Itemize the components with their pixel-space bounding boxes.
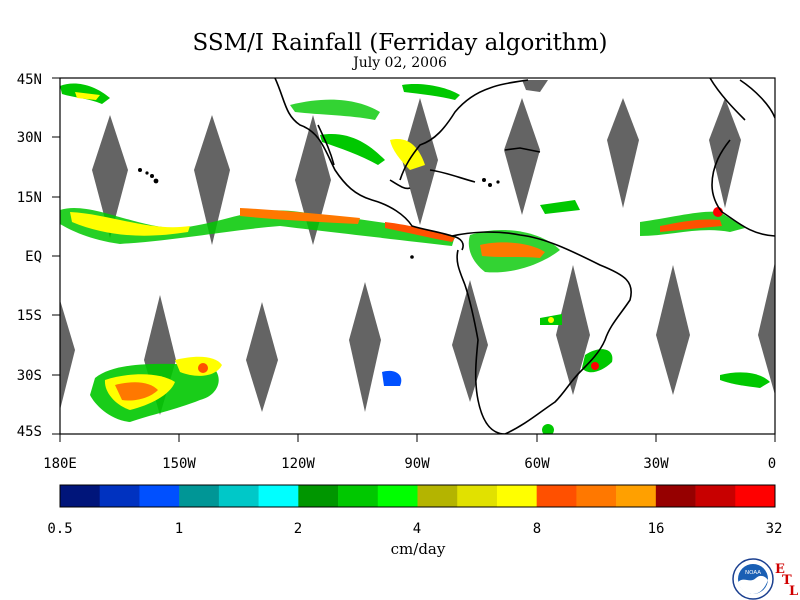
colorbar-tick-label: 0.5 — [47, 521, 73, 537]
colorbar-swatch — [179, 485, 220, 507]
lon-label: 180E — [43, 456, 77, 472]
lat-label: 15S — [17, 308, 42, 324]
colorbar-swatch — [616, 485, 657, 507]
lon-label: 90W — [404, 456, 430, 472]
map-title: SSM/I Rainfall (Ferriday algorithm) — [192, 30, 608, 56]
colorbar-tick-label: 16 — [647, 521, 665, 537]
colorbar-swatch — [377, 485, 418, 507]
colorbar-swatch — [576, 485, 617, 507]
colorbar-swatch — [695, 485, 736, 507]
colorbar-tick-label: 1 — [174, 521, 184, 537]
colorbar-swatch — [60, 485, 101, 507]
lon-label: 60W — [524, 456, 550, 472]
colorbar-unit: cm/day — [390, 540, 446, 558]
colorbar-swatch — [457, 485, 498, 507]
lon-label: 150W — [162, 456, 196, 472]
lat-label: 45S — [17, 424, 42, 440]
colorbar-tick-label: 2 — [293, 521, 303, 537]
coastlines — [274, 78, 775, 434]
noaa-logo: NOAA — [732, 558, 774, 600]
colorbar-swatch — [258, 485, 299, 507]
colorbar-swatch — [99, 485, 140, 507]
etl-letter: T — [782, 573, 792, 588]
colorbar-swatch — [298, 485, 339, 507]
colorbar-swatch — [218, 485, 259, 507]
colorbar-swatch — [417, 485, 458, 507]
colorbar-tick-label: 32 — [765, 521, 783, 537]
lat-label: EQ — [25, 249, 42, 265]
map-date: July 02, 2006 — [353, 55, 447, 71]
noaa-logo-text: NOAA — [745, 570, 761, 576]
colorbar-tick-label: 4 — [412, 521, 422, 537]
rain-patches — [60, 83, 770, 434]
etl-letter: E — [775, 562, 785, 577]
colorbar — [59, 484, 776, 508]
colorbar-swatch — [536, 485, 577, 507]
colorbar-swatch — [735, 485, 776, 507]
lon-label: 30W — [643, 456, 669, 472]
colorbar-swatch — [496, 485, 537, 507]
colorbar-swatch — [338, 485, 379, 507]
colorbar-tick-label: 8 — [532, 521, 542, 537]
lon-label: 0 — [768, 456, 776, 472]
lat-label: 30N — [17, 130, 42, 146]
lon-label: 120W — [281, 456, 315, 472]
lat-label: 45N — [17, 72, 42, 88]
islands — [138, 168, 500, 259]
etl-letter: L — [789, 584, 799, 599]
colorbar-frame — [59, 484, 776, 508]
lat-label: 15N — [17, 190, 42, 206]
axis-ticks — [52, 77, 776, 442]
colorbar-swatch — [139, 485, 180, 507]
colorbar-swatch — [655, 485, 696, 507]
lat-label: 30S — [17, 368, 42, 384]
